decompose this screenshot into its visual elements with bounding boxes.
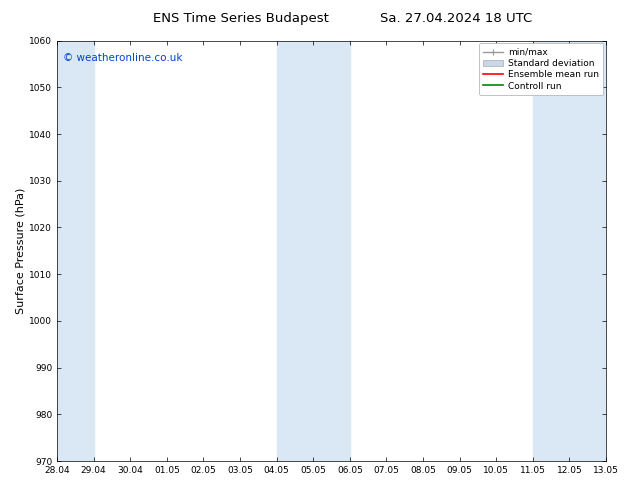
Text: © weatheronline.co.uk: © weatheronline.co.uk	[63, 53, 182, 63]
Text: ENS Time Series Budapest: ENS Time Series Budapest	[153, 12, 329, 25]
Bar	[57, 41, 94, 461]
Bar	[533, 41, 606, 461]
Bar	[276, 41, 350, 461]
Text: Sa. 27.04.2024 18 UTC: Sa. 27.04.2024 18 UTC	[380, 12, 533, 25]
Legend: min/max, Standard deviation, Ensemble mean run, Controll run: min/max, Standard deviation, Ensemble me…	[479, 43, 604, 95]
Y-axis label: Surface Pressure (hPa): Surface Pressure (hPa)	[15, 188, 25, 314]
